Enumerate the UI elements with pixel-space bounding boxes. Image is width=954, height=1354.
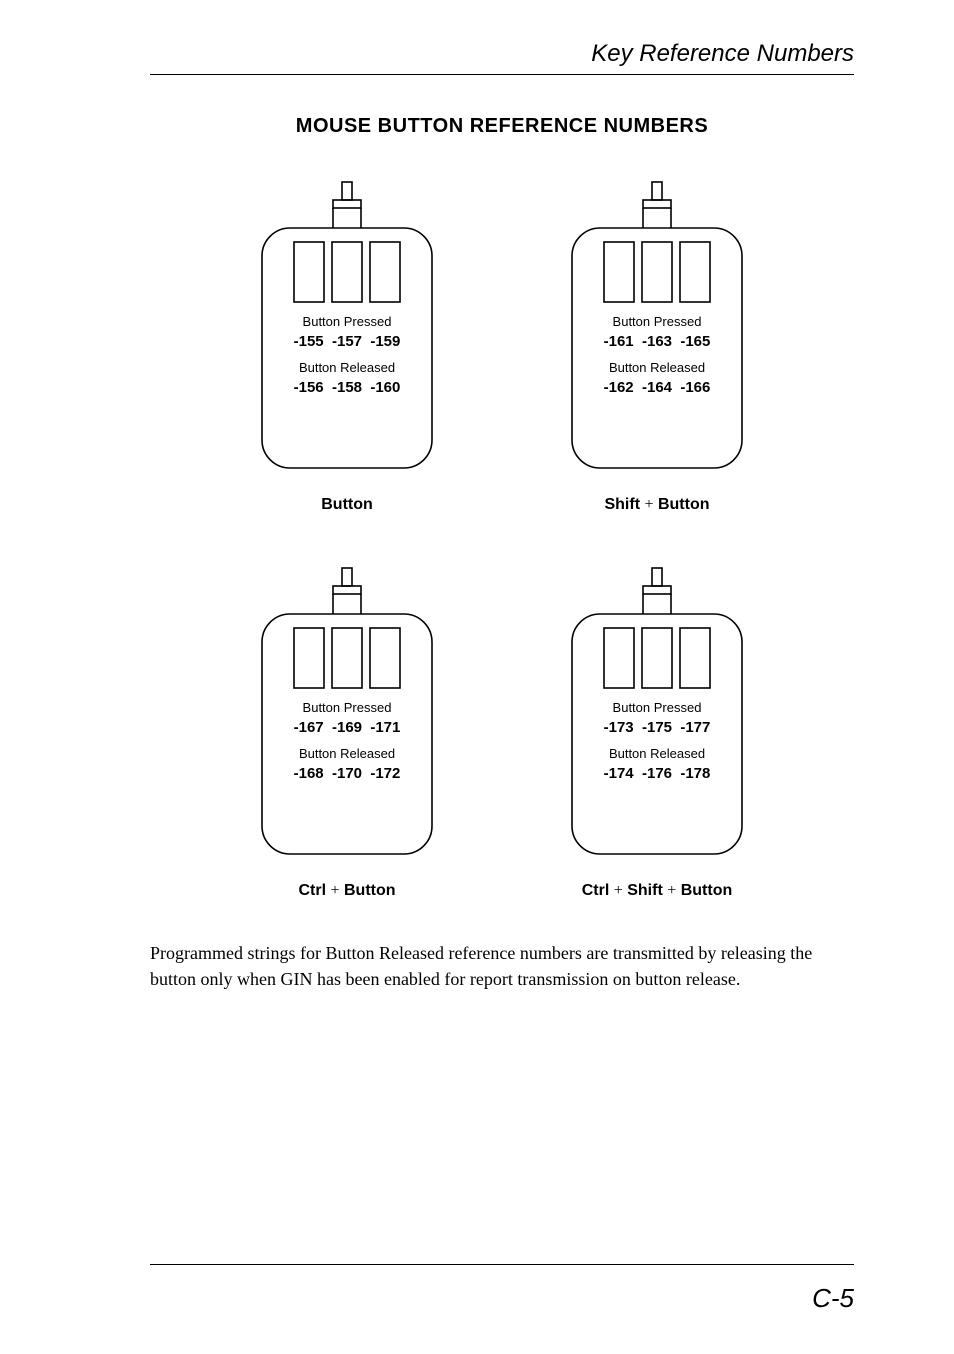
section-title: MOUSE BUTTON REFERENCE NUMBERS — [150, 115, 854, 138]
button-pressed-label: Button Pressed — [303, 314, 392, 329]
button-pressed-values: -155 -157 -159 — [294, 333, 401, 350]
mouse-caption: Button — [252, 496, 442, 514]
mouse-caption: Ctrl + Shift + Button — [562, 882, 752, 900]
button-released-label: Button Released — [299, 746, 395, 761]
mouse-diagram: Button Pressed -155 -157 -159 Button Rel… — [252, 178, 442, 478]
button-released-label: Button Released — [609, 360, 705, 375]
mouse-cell-3: Button Pressed -173 -175 -177 Button Rel… — [562, 564, 752, 900]
mouse-cell-0: Button Pressed -155 -157 -159 Button Rel… — [252, 178, 442, 514]
button-pressed-label: Button Pressed — [303, 700, 392, 715]
mouse-caption: Ctrl + Button — [252, 882, 442, 900]
mouse-diagram-grid: Button Pressed -155 -157 -159 Button Rel… — [222, 178, 782, 900]
button-released-values: -174 -176 -178 — [604, 765, 711, 782]
button-pressed-label: Button Pressed — [613, 700, 702, 715]
mouse-diagram: Button Pressed -161 -163 -165 Button Rel… — [562, 178, 752, 478]
page-footer: C-5 — [150, 1264, 854, 1314]
mouse-cell-1: Button Pressed -161 -163 -165 Button Rel… — [562, 178, 752, 514]
mouse-diagram: Button Pressed -173 -175 -177 Button Rel… — [562, 564, 752, 864]
mouse-caption: Shift + Button — [562, 496, 752, 514]
body-paragraph: Programmed strings for Button Released r… — [150, 940, 854, 992]
mouse-diagram: Button Pressed -167 -169 -171 Button Rel… — [252, 564, 442, 864]
page-header: Key Reference Numbers — [150, 40, 854, 75]
button-released-values: -162 -164 -166 — [604, 379, 711, 396]
button-pressed-label: Button Pressed — [613, 314, 702, 329]
button-released-values: -156 -158 -160 — [294, 379, 401, 396]
button-released-values: -168 -170 -172 — [294, 765, 401, 782]
button-pressed-values: -173 -175 -177 — [604, 719, 711, 736]
button-pressed-values: -167 -169 -171 — [294, 719, 401, 736]
mouse-cell-2: Button Pressed -167 -169 -171 Button Rel… — [252, 564, 442, 900]
page-number: C-5 — [812, 1283, 854, 1313]
button-released-label: Button Released — [299, 360, 395, 375]
button-released-label: Button Released — [609, 746, 705, 761]
button-pressed-values: -161 -163 -165 — [604, 333, 711, 350]
